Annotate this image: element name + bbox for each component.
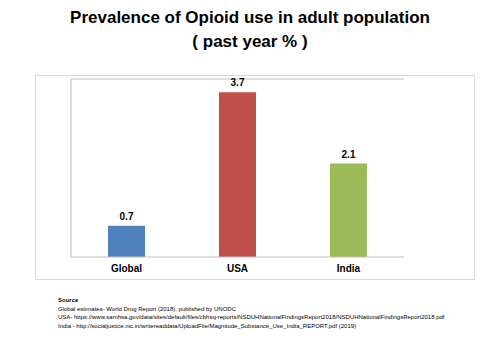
svg-text:0.7: 0.7 bbox=[120, 211, 134, 222]
html-text:USA- https://www.samhsa.gov/da: USA- https://www.samhsa.gov/data/sites/d… bbox=[58, 314, 445, 320]
svg-text:2.1: 2.1 bbox=[342, 149, 356, 160]
svg-text:3.7: 3.7 bbox=[231, 77, 245, 88]
svg-text:India: India bbox=[337, 263, 361, 274]
svg-text:Global: Global bbox=[111, 263, 142, 274]
html-text:India - http://socialjustice.n: India - http://socialjustice.nic.in/writ… bbox=[58, 322, 357, 329]
html-text:Source: Source bbox=[58, 297, 79, 303]
html-text:Prevalence of Opioid use in ad: Prevalence of Opioid use in adult popula… bbox=[70, 8, 430, 27]
html-text:( past year % ): ( past year % ) bbox=[192, 32, 308, 51]
svg-text:USA: USA bbox=[227, 263, 248, 274]
html-text:Global estimates- World Drug R: Global estimates- World Drug Report (201… bbox=[58, 305, 236, 312]
